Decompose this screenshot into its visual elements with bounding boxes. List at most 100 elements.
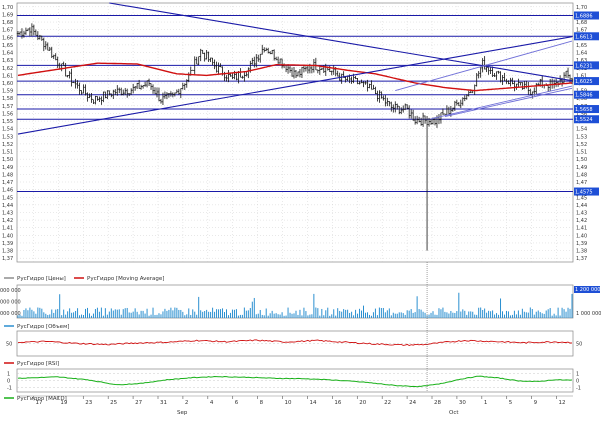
x-tick-label: 8	[260, 400, 264, 406]
price-y-tick-left: 1,68	[2, 20, 13, 26]
trendline	[109, 2, 573, 82]
volume-last-label: 1 200 000	[575, 287, 600, 293]
level-label: 1,6613	[575, 34, 593, 40]
price-y-tick-right: 1,39	[576, 241, 587, 247]
price-y-tick-right: 1,45	[576, 195, 587, 201]
price-y-tick-left: 1,50	[2, 157, 13, 163]
x-tick-label: 20	[359, 400, 366, 406]
price-y-tick-left: 1,39	[2, 241, 13, 247]
trendline	[444, 87, 573, 117]
price-y-tick-left: 1,51	[2, 150, 13, 156]
macd-y-tick-right: -1	[576, 386, 581, 392]
x-tick-label: 1	[484, 400, 488, 406]
price-y-tick-left: 1,56	[2, 111, 13, 117]
price-y-tick-left: 1,37	[2, 256, 13, 262]
price-y-tick-left: 1,41	[2, 226, 13, 232]
x-tick-label: 17	[35, 400, 42, 406]
price-y-tick-left: 1,70	[2, 5, 13, 11]
x-tick-label: 30	[459, 400, 466, 406]
x-tick-label: 16	[334, 400, 341, 406]
price-y-tick-left: 1,59	[2, 89, 13, 95]
month-label: Sep	[177, 410, 188, 416]
price-panel	[16, 2, 574, 263]
trendline	[17, 36, 573, 135]
trendline	[430, 85, 573, 120]
x-tick-label: 22	[384, 400, 391, 406]
price-y-tick-right: 1,58	[576, 96, 587, 102]
level-label: 1,5658	[575, 107, 593, 113]
price-y-tick-left: 1,49	[2, 165, 13, 171]
x-tick-label: 5	[509, 400, 513, 406]
macd-line	[17, 375, 573, 388]
x-tick-label: 4	[210, 400, 214, 406]
price-y-tick-left: 1,44	[2, 203, 13, 209]
macd-y-tick: 1	[7, 371, 10, 377]
price-y-tick-left: 1,64	[2, 51, 13, 57]
level-label-box	[574, 77, 599, 86]
level-label: 1,6231	[575, 63, 593, 69]
price-y-tick-left: 1,43	[2, 210, 13, 216]
x-tick-label: 10	[285, 400, 292, 406]
price-y-tick-left: 1,47	[2, 180, 13, 186]
legend-volume-label: РусГидро [Объем]	[17, 324, 69, 330]
price-y-tick-right: 1,41	[576, 226, 587, 232]
x-tick-label: 6	[235, 400, 239, 406]
x-tick-label: 27	[135, 400, 142, 406]
price-y-tick-right: 1,43	[576, 210, 587, 216]
price-y-tick-left: 1,57	[2, 104, 13, 110]
moving-average-line	[17, 62, 573, 92]
price-y-tick-left: 1,38	[2, 249, 13, 255]
level-label-box	[574, 105, 599, 114]
level-label: 1,5846	[575, 93, 593, 99]
level-label-box	[574, 115, 599, 124]
price-y-tick-left: 1,53	[2, 134, 13, 140]
macd-y-tick: -1	[7, 386, 12, 392]
price-y-tick-right: 1,63	[576, 58, 587, 64]
macd-y-tick-right: 1	[576, 371, 579, 377]
price-y-tick-left: 1,60	[2, 81, 13, 87]
rsi-y-tick: 50	[6, 342, 12, 348]
price-y-tick-right: 1,68	[576, 20, 587, 26]
level-label-box	[574, 61, 599, 70]
price-y-tick-right: 1,70	[576, 5, 587, 11]
x-tick-label: 28	[434, 400, 441, 406]
level-label: 1,6886	[575, 13, 593, 19]
level-label-box	[574, 90, 599, 99]
rsi-line	[17, 339, 572, 346]
price-y-tick-left: 1,45	[2, 195, 13, 201]
legend-rsi-label: РусГидро [RSI]	[17, 361, 59, 367]
level-label-box	[574, 32, 599, 41]
level-label-box	[574, 187, 599, 196]
price-y-tick-left: 1,63	[2, 58, 13, 64]
volume-y-tick: 000 000	[0, 300, 21, 306]
volume-last-box	[574, 286, 600, 293]
price-y-tick-right: 1,40	[576, 233, 587, 239]
volume-y-tick: 000 000	[0, 288, 21, 294]
price-y-tick-left: 1,46	[2, 188, 13, 194]
price-y-tick-left: 1,48	[2, 172, 13, 178]
price-y-tick-right: 1,47	[576, 180, 587, 186]
price-y-tick-right: 1,51	[576, 150, 587, 156]
price-y-tick-right: 1,42	[576, 218, 587, 224]
price-y-tick-right: 1,48	[576, 172, 587, 178]
legend-macd-label: РусГидро [MACD]	[17, 396, 67, 402]
price-y-tick-left: 1,40	[2, 233, 13, 239]
macd-y-tick-right: 0	[576, 379, 579, 385]
price-y-tick-left: 1,69	[2, 12, 13, 18]
price-y-tick-right: 1,50	[576, 157, 587, 163]
level-label-box	[574, 11, 599, 20]
price-y-tick-left: 1,67	[2, 28, 13, 34]
price-y-tick-left: 1,52	[2, 142, 13, 148]
volume-y-tick-right: 1 000 000	[576, 311, 601, 317]
price-y-tick-left: 1,55	[2, 119, 13, 125]
price-y-tick-left: 1,65	[2, 43, 13, 49]
price-y-tick-right: 1,49	[576, 165, 587, 171]
price-y-tick-right: 1,37	[576, 256, 587, 262]
level-label: 1,5524	[575, 117, 593, 123]
price-y-tick-left: 1,58	[2, 96, 13, 102]
month-label: Oct	[449, 410, 459, 416]
price-y-tick-right: 1,61	[576, 73, 587, 79]
trendline	[395, 40, 573, 92]
price-y-tick-right: 1,67	[576, 28, 587, 34]
